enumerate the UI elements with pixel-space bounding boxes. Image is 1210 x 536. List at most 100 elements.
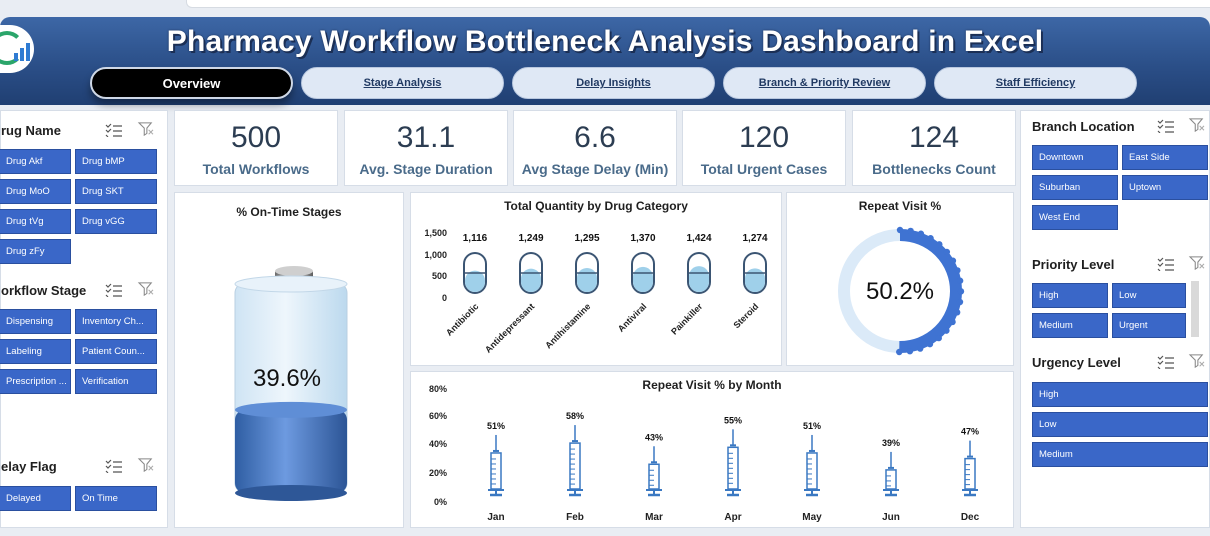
x-tick-label: Dec [961,512,980,523]
slicer-item-drug-tvg[interactable]: Drug tVg [0,209,71,234]
slicer-item-urgency-high[interactable]: High [1032,382,1208,407]
slicer-item-priority-high[interactable]: High [1032,283,1108,308]
formula-bar-strip [186,0,1210,8]
tab-staff-efficiency[interactable]: Staff Efficiency [934,67,1137,99]
slicer-item-drug-bmp[interactable]: Drug bMP [75,149,157,174]
slicer-item-drug-akf[interactable]: Drug Akf [0,149,71,174]
tab-overview[interactable]: Overview [90,67,293,99]
clear-filter-icon[interactable] [1188,118,1206,132]
slicer-item-west-end[interactable]: West End [1032,205,1118,230]
y-tick-label: 0 [442,293,447,303]
slicer-item-drug-moo[interactable]: Drug MoO [0,179,71,204]
y-tick-label: 500 [432,271,447,281]
clear-filter-icon[interactable] [137,122,155,136]
data-label: 58% [566,411,584,421]
x-tick-label: Mar [645,512,663,523]
kpi-avg-stage-delay: 6.6 Avg Stage Delay (Min) [513,110,677,186]
battery-fill-level [235,409,347,493]
multi-select-icon[interactable] [1157,257,1175,271]
chart-title: % On-Time Stages [236,205,342,219]
y-tick-label: 60% [429,411,447,421]
multi-select-icon[interactable] [105,459,123,473]
chart-title: Total Quantity by Drug Category [504,199,688,213]
syringe-bar [804,434,820,497]
slicer-item-drug-skt[interactable]: Drug SKT [75,179,157,204]
tab-branch-priority-review[interactable]: Branch & Priority Review [723,67,926,99]
multi-select-icon[interactable] [1157,355,1175,369]
slicer-title-drug-name: rug Name [1,123,61,138]
capsule-bar [631,252,655,294]
data-label: 39% [882,438,900,448]
x-tick-label: Antiviral [616,301,649,334]
slicer-item-drug-zfy[interactable]: Drug zFy [0,239,71,264]
x-tick-label: Jun [882,512,900,523]
multi-select-icon[interactable] [105,283,123,297]
tab-stage-analysis[interactable]: Stage Analysis [301,67,504,99]
data-label: 1,116 [463,233,488,244]
slicer-item-priority-medium[interactable]: Medium [1032,313,1108,338]
slicer-title-delay-flag: elay Flag [1,459,57,474]
slicer-item-urgency-low[interactable]: Low [1032,412,1208,437]
left-slicer-panel: rug Name Drug Akf Drug bMP Drug MoO Drug… [0,110,168,528]
clear-filter-icon[interactable] [137,458,155,472]
slicer-item-urgency-medium[interactable]: Medium [1032,442,1208,467]
chart-title: Repeat Visit % [858,199,942,213]
right-slicer-panel: Branch Location Downtown East Side Subur… [1020,110,1210,528]
kpi-label: Total Workflows [202,161,310,177]
battery-gauge: 39.6% [234,266,348,501]
slicer-item-priority-urgent[interactable]: Urgent [1112,313,1186,338]
slicer-item-dispensing[interactable]: Dispensing [0,309,71,334]
slicer-item-downtown[interactable]: Downtown [1032,145,1118,170]
slicer-scrollbar[interactable] [1191,281,1199,337]
capsule-bar [743,252,767,294]
slicer-item-inventory-check[interactable]: Inventory Ch... [75,309,157,334]
kpi-value: 6.6 [574,121,616,154]
x-tick-label: Antibiotic [444,301,480,337]
y-tick-label: 40% [429,439,447,449]
repeat-visit-card: Repeat Visit % 50.2% [786,192,1014,366]
kpi-avg-stage-duration: 31.1 Avg. Stage Duration [344,110,508,186]
data-label: 1,249 [518,233,543,244]
x-tick-label: Apr [724,512,741,523]
tab-delay-insights[interactable]: Delay Insights [512,67,715,99]
capsule-bar [463,252,487,294]
x-tick-label: Steroid [731,301,760,330]
kpi-value: 500 [230,121,282,154]
data-label: 47% [961,427,979,437]
data-label: 51% [487,421,505,431]
slicer-item-patient-counseling[interactable]: Patient Coun... [75,339,157,364]
slicer-item-delayed[interactable]: Delayed [0,486,71,511]
slicer-item-suburban[interactable]: Suburban [1032,175,1118,200]
syringe-bar [567,425,583,497]
kpi-value: 124 [908,121,960,154]
slicer-item-on-time[interactable]: On Time [75,486,157,511]
y-tick-label: 80% [429,384,447,394]
on-time-stages-value: 39.6% [253,365,321,392]
repeat-visit-by-month-card: Repeat Visit % by Month 80% 60% 40% 20% 0% 51… [410,371,1014,528]
clear-filter-icon[interactable] [1188,256,1206,270]
multi-select-icon[interactable] [105,123,123,137]
slicer-item-uptown[interactable]: Uptown [1122,175,1208,200]
y-tick-label: 20% [429,468,447,478]
data-label: 55% [724,415,742,425]
slicer-item-verification[interactable]: Verification [75,369,157,394]
ring-value-arc [899,229,962,353]
on-time-stages-card: % On-Time Stages 39.6% [174,192,404,528]
y-tick-label: 0% [434,497,447,507]
y-tick-label: 1,000 [424,250,447,260]
kpi-total-urgent-cases: 120 Total Urgent Cases [682,110,846,186]
data-label: 1,370 [630,233,655,244]
capsule-bar [687,252,711,294]
slicer-item-labeling[interactable]: Labeling [0,339,71,364]
clear-filter-icon[interactable] [1188,354,1206,368]
kpi-label: Bottlenecks Count [872,161,996,177]
clear-filter-icon[interactable] [137,282,155,296]
multi-select-icon[interactable] [1157,119,1175,133]
slicer-item-drug-vgg[interactable]: Drug vGG [75,209,157,234]
repeat-visit-value: 50.2% [866,278,934,305]
slicer-item-east-side[interactable]: East Side [1122,145,1208,170]
slicer-item-prescription[interactable]: Prescription ... [0,369,71,394]
slicer-title-priority-level: Priority Level [1032,257,1115,272]
slicer-item-priority-low[interactable]: Low [1112,283,1186,308]
data-label: 1,295 [574,233,599,244]
